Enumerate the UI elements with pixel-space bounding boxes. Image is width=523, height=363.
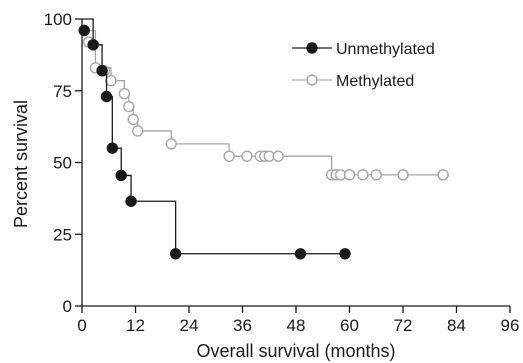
methylated-legend-label: Methylated: [336, 73, 414, 90]
series-layer: [78, 18, 449, 260]
methylated-point: [437, 169, 449, 181]
methylated-point: [223, 150, 235, 162]
x-axis-title: Overall survival (months): [196, 341, 395, 361]
methylated-point: [357, 169, 369, 181]
unmethylated-survival-line: [82, 18, 350, 255]
y-tick-label: 25: [53, 225, 72, 244]
methylated-point: [118, 87, 131, 100]
unmethylated-point: [125, 195, 137, 207]
methylated-point: [132, 125, 144, 137]
y-tick-label: 0: [63, 297, 72, 316]
y-axis-title: Percent survival: [11, 100, 31, 228]
y-tick-label: 50: [53, 154, 72, 173]
methylated-point: [105, 75, 117, 87]
y-tick-label: 100: [44, 10, 72, 29]
x-tick-label: 84: [447, 316, 466, 335]
methylated-point: [272, 150, 284, 162]
x-tick-label: 36: [233, 316, 252, 335]
methylated-point: [165, 138, 177, 150]
unmethylated-point: [96, 64, 108, 77]
x-tick-label: 0: [77, 316, 86, 335]
methylated-point: [127, 113, 139, 126]
unmethylated-point: [78, 24, 90, 37]
methylated-legend-marker: [306, 74, 318, 86]
x-tick-label: 60: [340, 316, 359, 335]
x-tick-label: 24: [180, 316, 199, 335]
unmethylated-point: [106, 142, 119, 154]
methylated-point: [343, 169, 356, 181]
y-tick-label: 75: [53, 82, 72, 101]
x-tick-label: 96: [501, 316, 520, 335]
x-tick-label: 48: [287, 316, 306, 335]
unmethylated-point: [87, 39, 99, 51]
unmethylated-point: [100, 90, 113, 103]
legend: Unmethylated Methylated: [292, 41, 435, 90]
axes: 0 25 50 75 100 0 12 24 36 48 60 72 84 96: [44, 10, 520, 335]
unmethylated-legend-label: Unmethylated: [336, 41, 435, 58]
unmethylated-point: [115, 169, 127, 182]
x-tick-label: 72: [394, 316, 413, 335]
unmethylated-point: [339, 248, 351, 260]
methylated-point: [241, 150, 253, 162]
methylated-point: [123, 100, 135, 113]
unmethylated-legend-marker: [306, 42, 318, 54]
x-tick-label: 12: [126, 316, 145, 335]
methylated-point: [397, 169, 409, 181]
methylated-point: [370, 169, 382, 181]
unmethylated-point: [294, 248, 307, 260]
unmethylated-point: [169, 248, 182, 260]
